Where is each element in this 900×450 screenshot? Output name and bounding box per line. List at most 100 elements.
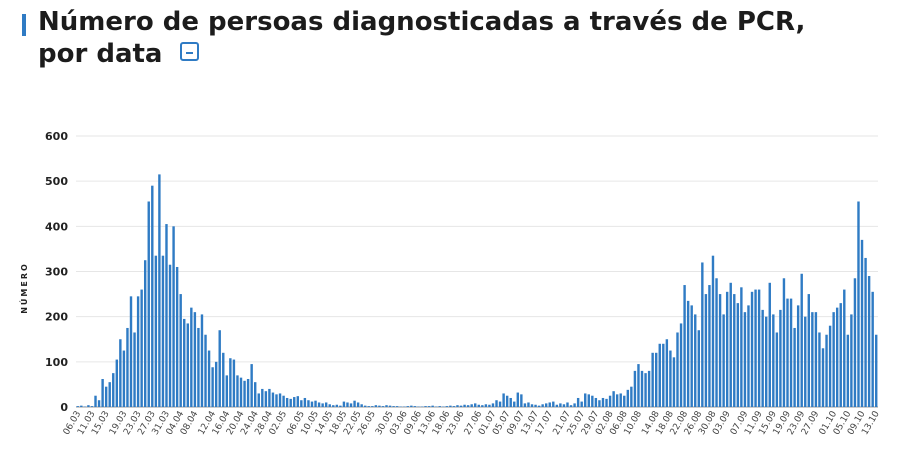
bar[interactable]: [346, 402, 349, 407]
bar[interactable]: [704, 294, 708, 407]
bar[interactable]: [658, 343, 661, 407]
bar[interactable]: [335, 404, 339, 407]
bar[interactable]: [860, 239, 864, 407]
bar[interactable]: [843, 289, 846, 407]
bar[interactable]: [800, 273, 803, 407]
bar[interactable]: [623, 395, 626, 407]
bar[interactable]: [686, 300, 690, 407]
bar[interactable]: [683, 285, 686, 407]
bar[interactable]: [229, 358, 232, 407]
bar[interactable]: [353, 400, 356, 407]
bar[interactable]: [796, 305, 800, 408]
bar[interactable]: [168, 264, 172, 407]
bar[interactable]: [484, 404, 488, 407]
bar[interactable]: [516, 392, 520, 407]
bar[interactable]: [264, 391, 268, 407]
bar[interactable]: [793, 327, 796, 407]
bar[interactable]: [151, 185, 154, 407]
bar[interactable]: [772, 314, 775, 407]
bar[interactable]: [183, 318, 186, 407]
bar[interactable]: [254, 382, 257, 407]
bar[interactable]: [481, 405, 484, 407]
bar[interactable]: [835, 307, 839, 407]
bar[interactable]: [179, 294, 182, 407]
bar[interactable]: [374, 405, 378, 407]
bar[interactable]: [626, 389, 630, 407]
bar[interactable]: [811, 312, 814, 407]
bar[interactable]: [90, 406, 94, 407]
bar[interactable]: [612, 391, 615, 407]
bar[interactable]: [750, 291, 754, 407]
bar[interactable]: [406, 406, 409, 407]
bar[interactable]: [413, 406, 417, 407]
bar[interactable]: [875, 334, 878, 407]
bar[interactable]: [339, 405, 342, 407]
bar[interactable]: [80, 405, 83, 407]
bar[interactable]: [580, 401, 583, 407]
bar[interactable]: [317, 402, 321, 407]
bar[interactable]: [364, 405, 367, 407]
bar[interactable]: [104, 386, 108, 407]
bar[interactable]: [300, 400, 303, 407]
bar[interactable]: [314, 400, 317, 407]
bar[interactable]: [594, 397, 598, 407]
bar[interactable]: [584, 393, 587, 407]
bar[interactable]: [385, 405, 388, 407]
bar[interactable]: [562, 404, 566, 407]
bar[interactable]: [342, 401, 346, 407]
bar[interactable]: [392, 406, 395, 407]
bar[interactable]: [647, 370, 651, 407]
bar[interactable]: [672, 357, 676, 407]
bar[interactable]: [445, 406, 449, 407]
bar[interactable]: [250, 364, 253, 407]
bar[interactable]: [754, 289, 757, 407]
bar[interactable]: [488, 404, 491, 407]
bar[interactable]: [708, 285, 711, 407]
bar[interactable]: [200, 314, 204, 407]
bar[interactable]: [615, 394, 619, 407]
bar[interactable]: [449, 405, 452, 407]
bar[interactable]: [218, 330, 221, 407]
bar[interactable]: [282, 395, 285, 407]
bar[interactable]: [424, 406, 427, 407]
bar[interactable]: [740, 287, 743, 407]
bar[interactable]: [466, 405, 470, 407]
bar[interactable]: [690, 305, 693, 408]
bar[interactable]: [324, 402, 328, 407]
bar[interactable]: [129, 296, 133, 407]
bar[interactable]: [768, 282, 771, 407]
bar[interactable]: [669, 350, 672, 407]
bar[interactable]: [452, 406, 456, 407]
bar[interactable]: [495, 400, 498, 407]
bar[interactable]: [474, 403, 477, 407]
bar[interactable]: [555, 404, 559, 407]
bar[interactable]: [459, 405, 463, 407]
bar[interactable]: [491, 403, 495, 407]
bar[interactable]: [725, 291, 729, 407]
bar[interactable]: [293, 397, 296, 407]
bar[interactable]: [509, 397, 512, 407]
bar[interactable]: [154, 255, 158, 407]
bar[interactable]: [757, 289, 761, 407]
bar[interactable]: [534, 404, 537, 407]
bar[interactable]: [349, 403, 353, 407]
bar[interactable]: [165, 224, 168, 407]
bar[interactable]: [782, 278, 786, 407]
bar[interactable]: [715, 278, 718, 407]
bar[interactable]: [332, 405, 335, 407]
bar[interactable]: [115, 359, 119, 407]
bar[interactable]: [591, 395, 594, 407]
bar[interactable]: [640, 370, 644, 407]
bar[interactable]: [505, 395, 509, 407]
collapse-button[interactable]: [180, 42, 200, 61]
bar[interactable]: [431, 405, 434, 407]
bar[interactable]: [186, 323, 189, 407]
bar[interactable]: [438, 406, 441, 407]
bar[interactable]: [147, 201, 150, 407]
bar[interactable]: [456, 405, 459, 407]
bar[interactable]: [867, 276, 871, 407]
bar[interactable]: [718, 294, 722, 407]
bar[interactable]: [175, 266, 179, 407]
bar[interactable]: [246, 379, 250, 407]
bar[interactable]: [701, 262, 704, 407]
